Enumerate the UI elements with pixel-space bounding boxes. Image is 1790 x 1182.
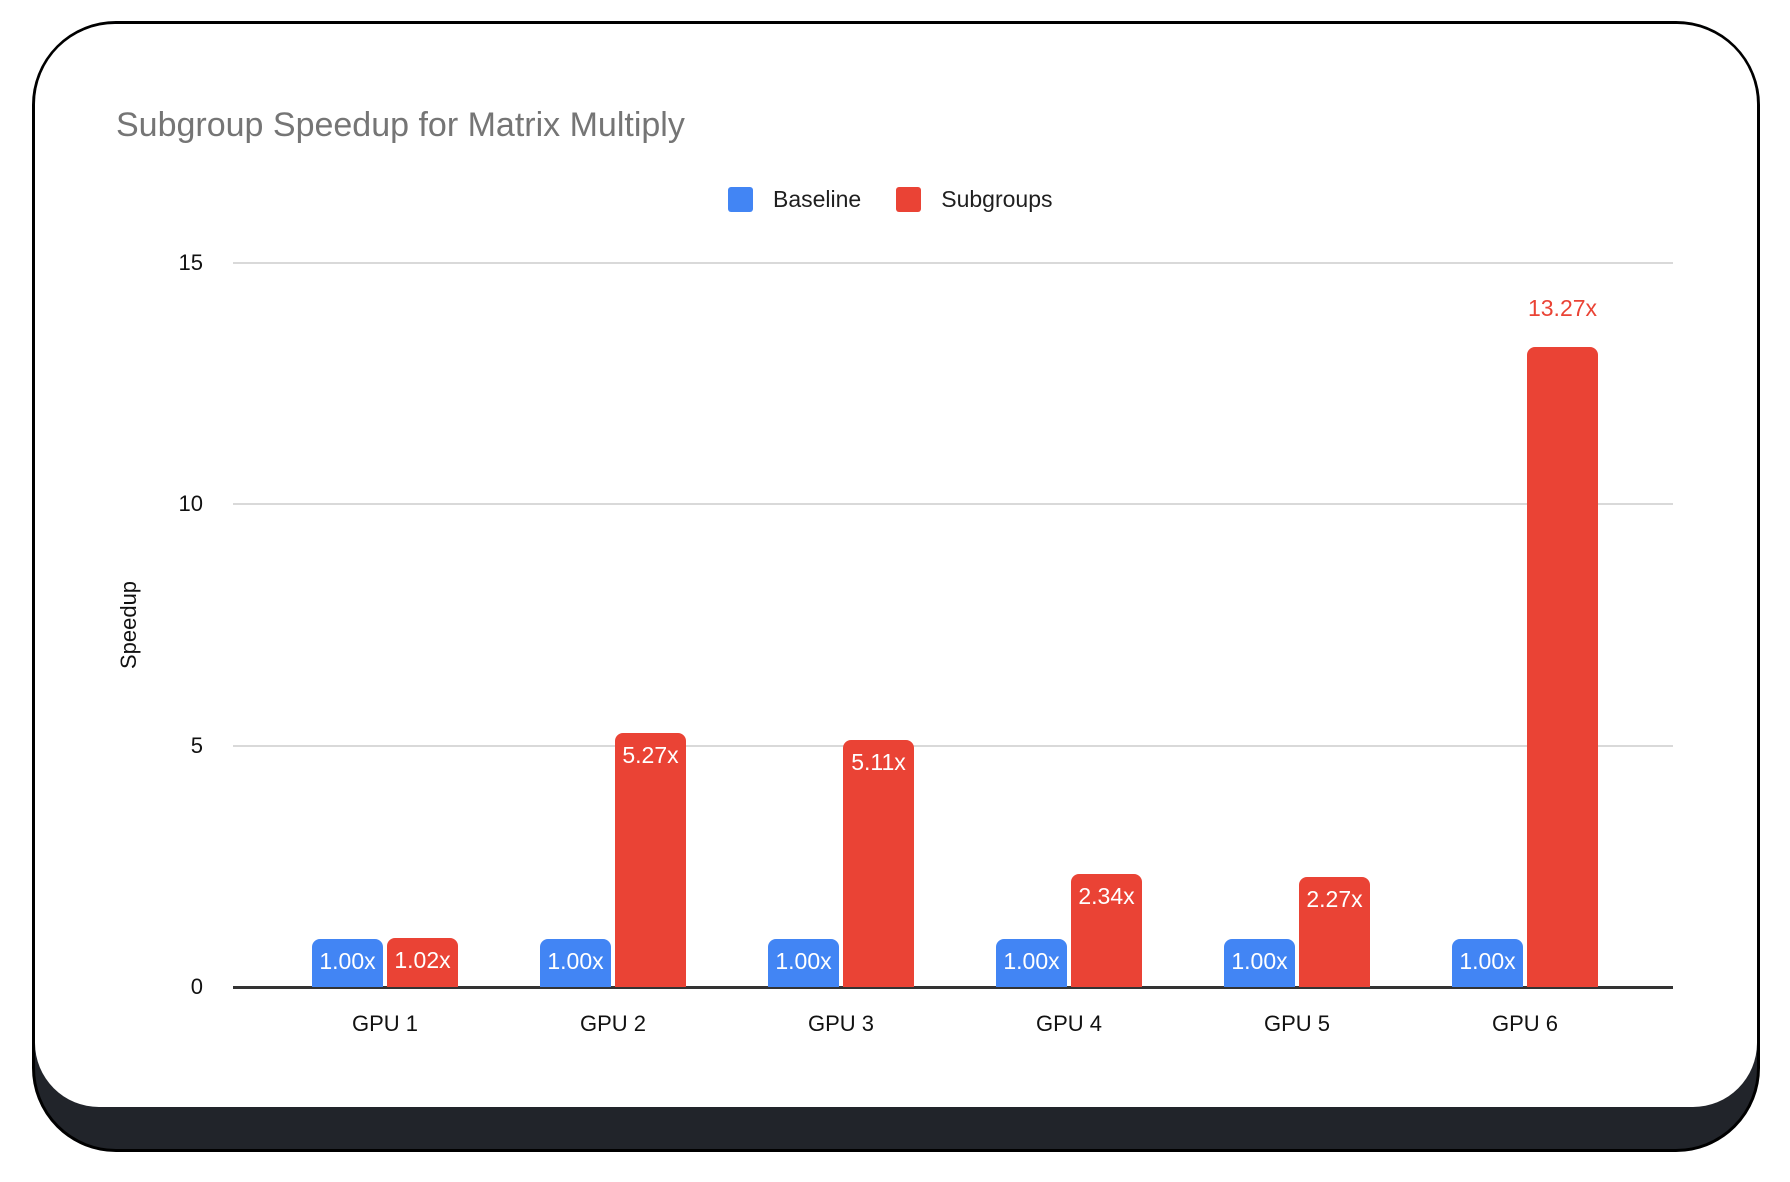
category-label-gpu-6: GPU 6 xyxy=(1491,1011,1559,1036)
category-label-gpu-2: GPU 2 xyxy=(579,1011,647,1036)
bar-subgroups-gpu-6 xyxy=(1527,346,1598,987)
legend-label-baseline: Baseline xyxy=(773,186,862,212)
bar-label-subgroups-gpu-4: 2.34x xyxy=(1078,883,1135,910)
legend-item-subgroups: Subgroups xyxy=(896,186,1052,213)
bar-label-baseline-gpu-3: 1.00x xyxy=(775,947,832,974)
category-label-gpu-3: GPU 3 xyxy=(807,1011,875,1036)
y-axis-title: Speedup xyxy=(116,580,141,670)
bar-label-subgroups-gpu-3: 5.11x xyxy=(851,749,906,776)
bar-label-subgroups-gpu-5: 2.27x xyxy=(1306,886,1363,913)
category-label-gpu-1: GPU 1 xyxy=(351,1011,419,1036)
bar-baseline-gpu-1: 1.00x xyxy=(312,938,383,987)
plot-area: 0 5 10 15 1.00x 1.02x GPU 1 1.00x 5.27x GPU 2 1.00… xyxy=(179,250,1673,1036)
bar-baseline-gpu-5: 1.00x xyxy=(1224,938,1295,987)
y-tick-5: 5 xyxy=(190,732,203,758)
bar-subgroups-gpu-5: 2.27x xyxy=(1299,877,1370,987)
y-tick-10: 10 xyxy=(178,491,203,517)
gridline-15 xyxy=(233,262,1673,264)
bar-label-baseline-gpu-4: 1.00x xyxy=(1003,947,1060,974)
gridline-5 xyxy=(233,744,1673,747)
bar-label-subgroups-gpu-2: 5.27x xyxy=(622,741,679,768)
bar-baseline-gpu-4: 1.00x xyxy=(996,938,1067,987)
bar-label-baseline-gpu-6: 1.00x xyxy=(1459,947,1516,974)
bar-baseline-gpu-2: 1.00x xyxy=(540,938,611,987)
legend-item-baseline: Baseline xyxy=(728,186,861,213)
legend: Baseline Subgroups xyxy=(728,186,1087,213)
bar-label-subgroups-gpu-1: 1.02x xyxy=(394,946,451,973)
bar-subgroups-gpu-4: 2.34x xyxy=(1071,874,1142,987)
bar-subgroups-gpu-1: 1.02x xyxy=(387,937,458,987)
bar-subgroups-gpu-2: 5.27x xyxy=(615,732,686,987)
bar-label-baseline-gpu-5: 1.00x xyxy=(1231,947,1288,974)
bar-baseline-gpu-3: 1.00x xyxy=(768,938,839,987)
category-label-gpu-4: GPU 4 xyxy=(1035,1011,1103,1036)
legend-swatch-subgroups xyxy=(896,187,922,212)
bar-label-baseline-gpu-1: 1.00x xyxy=(319,947,376,974)
bar-label-baseline-gpu-2: 1.00x xyxy=(547,947,604,974)
legend-label-subgroups: Subgroups xyxy=(941,186,1053,212)
y-tick-0: 0 xyxy=(190,974,203,999)
x-axis-line xyxy=(233,985,1673,989)
legend-swatch-baseline xyxy=(728,187,753,212)
gridline-10 xyxy=(233,503,1673,506)
bar-baseline-gpu-6: 1.00x xyxy=(1452,938,1523,987)
chart-title: Subgroup Speedup for Matrix Multiply xyxy=(116,106,685,144)
bar-label-subgroups-gpu-6: 13.27x xyxy=(1527,294,1598,321)
category-label-gpu-5: GPU 5 xyxy=(1263,1011,1331,1036)
bar-subgroups-gpu-3: 5.11x xyxy=(843,740,914,987)
y-tick-15: 15 xyxy=(178,250,203,275)
